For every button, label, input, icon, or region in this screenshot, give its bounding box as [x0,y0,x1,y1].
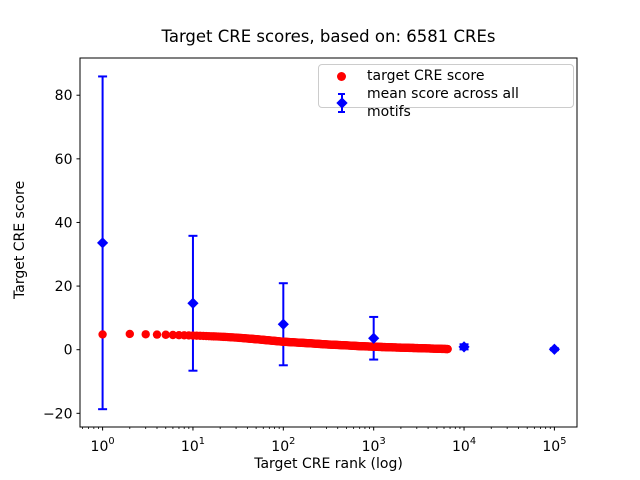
data-point [168,330,178,340]
data-point [98,330,107,339]
diamond-marker-icon [335,97,348,109]
y-tick-label: 80 [55,88,73,104]
y-tick-label: 40 [55,215,73,231]
y-tick-label: 60 [55,152,73,168]
data-point [161,330,170,339]
errorbar-cap-icon [338,93,345,95]
data-point [141,330,150,339]
legend-marker-diamond-icon [335,93,348,113]
legend-label: mean score across all motifs [367,86,519,120]
chart-title: Target CRE scores, based on: 6581 CREs [161,27,496,46]
x-tick-label: 103 [362,436,386,455]
x-axis-label: Target CRE rank (log) [254,456,403,472]
legend: target CRE score mean score across all m… [318,64,574,120]
data-point [152,330,162,339]
mean-marker [458,341,470,353]
axes-frame [79,57,578,428]
target-score-series [98,329,452,354]
mean-score-series [96,237,561,355]
y-tick-label: 0 [64,343,73,359]
legend-item-mean-score: mean score across all motifs [325,85,567,121]
tick-labels: −20 0 20 40 60 80 100 101 102 103 104 105 [43,88,566,455]
mean-marker [548,343,561,355]
y-tick-label: 20 [55,279,73,295]
data-point [443,344,452,354]
x-tick-label: 102 [271,436,295,455]
data-point [125,329,134,339]
y-tick-label: −20 [43,406,73,422]
legend-item-target-score: target CRE score [325,67,567,85]
mean-marker [96,237,109,249]
mean-error-bars [98,75,559,411]
mean-marker [277,318,289,330]
x-tick-label: 104 [452,436,476,455]
axis-ticks [76,94,555,431]
mean-marker [368,332,380,344]
legend-label: target CRE score [367,68,485,84]
x-tick-label: 105 [542,436,566,455]
errorbar-cap-icon [338,111,345,113]
legend-marker-circle-icon [337,71,346,81]
mean-marker [187,297,199,309]
x-tick-label: 101 [181,436,205,455]
x-tick-label: 100 [91,436,115,455]
